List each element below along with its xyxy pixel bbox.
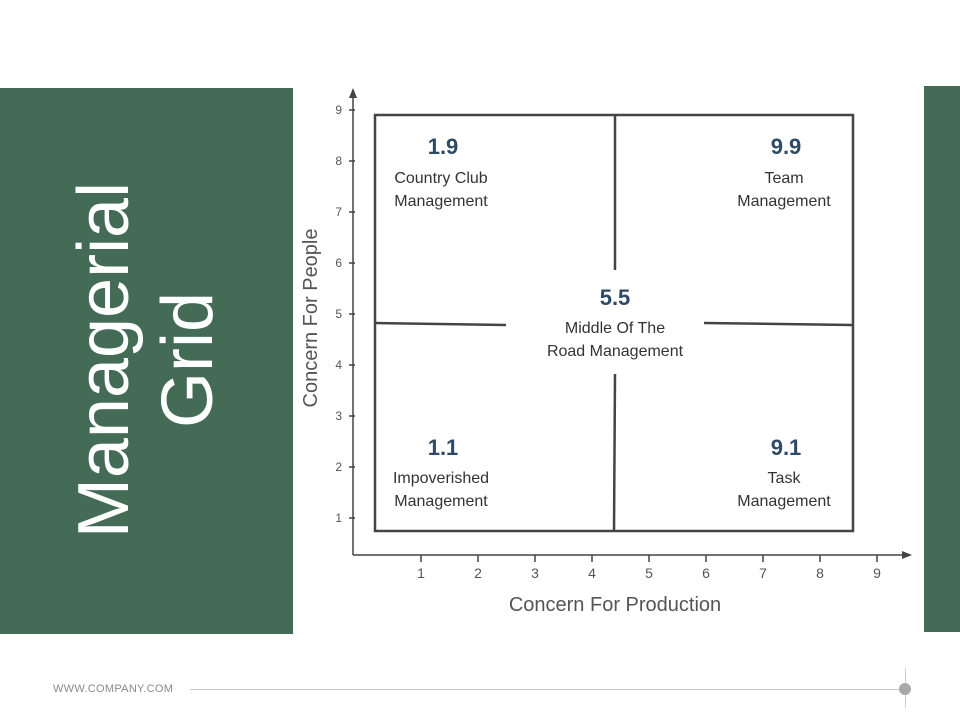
x-tick-label-5: 5 — [645, 565, 653, 581]
y-tick-label-3: 3 — [335, 409, 342, 423]
y-axis-ticks: 1 2 3 4 5 6 7 8 9 — [335, 103, 355, 525]
quadrant-task-label-2: Management — [737, 493, 831, 510]
quadrant-team-label-1: Team — [764, 170, 803, 187]
y-tick-label-5: 5 — [335, 307, 342, 321]
y-tick-label-2: 2 — [335, 460, 342, 474]
x-tick-label-7: 7 — [759, 565, 767, 581]
center-score: 5.5 — [600, 285, 631, 310]
y-tick-label-6: 6 — [335, 256, 342, 270]
quadrant-impoverished-label-2: Management — [394, 493, 488, 510]
x-tick-label-4: 4 — [588, 565, 596, 581]
y-tick-label-8: 8 — [335, 154, 342, 168]
divider-horizontal-right — [703, 321, 854, 327]
x-tick-label-2: 2 — [474, 565, 482, 581]
x-tick-label-8: 8 — [816, 565, 824, 581]
center-label-1: Middle Of The — [565, 320, 665, 337]
y-tick-label-4: 4 — [335, 358, 342, 372]
quadrant-team-score: 9.9 — [771, 134, 802, 159]
footer-dot — [899, 683, 911, 695]
quadrant-country-club-label-1: Country Club — [394, 170, 487, 187]
x-tick-label-6: 6 — [702, 565, 710, 581]
right-accent-bar — [924, 86, 960, 632]
footer-website: WWW.COMPANY.COM — [53, 683, 174, 695]
y-tick-label-9: 9 — [335, 103, 342, 117]
center-label-2: Road Management — [547, 343, 684, 360]
footer-divider — [190, 689, 902, 690]
divider-horizontal-left — [374, 321, 507, 327]
quadrant-country-club-label-2: Management — [394, 193, 488, 210]
divider-vertical-bottom — [612, 373, 617, 532]
x-tick-label-1: 1 — [417, 565, 425, 581]
quadrant-team-label-2: Management — [737, 193, 831, 210]
quadrant-impoverished-score: 1.1 — [428, 435, 459, 460]
x-tick-label-9: 9 — [873, 565, 881, 581]
x-axis-label: Concern For Production — [509, 594, 721, 616]
y-axis-label: Concern For People — [300, 229, 322, 408]
quadrant-task-label-1: Task — [768, 470, 802, 487]
quadrant-country-club-score: 1.9 — [428, 134, 459, 159]
left-title-panel — [0, 88, 293, 634]
quadrant-task-score: 9.1 — [771, 435, 802, 460]
y-tick-label-7: 7 — [335, 205, 342, 219]
x-axis-ticks: 1 2 3 4 5 6 7 8 9 — [417, 555, 881, 581]
x-tick-label-3: 3 — [531, 565, 539, 581]
quadrant-impoverished-label-1: Impoverished — [393, 470, 489, 487]
y-tick-label-1: 1 — [335, 511, 342, 525]
